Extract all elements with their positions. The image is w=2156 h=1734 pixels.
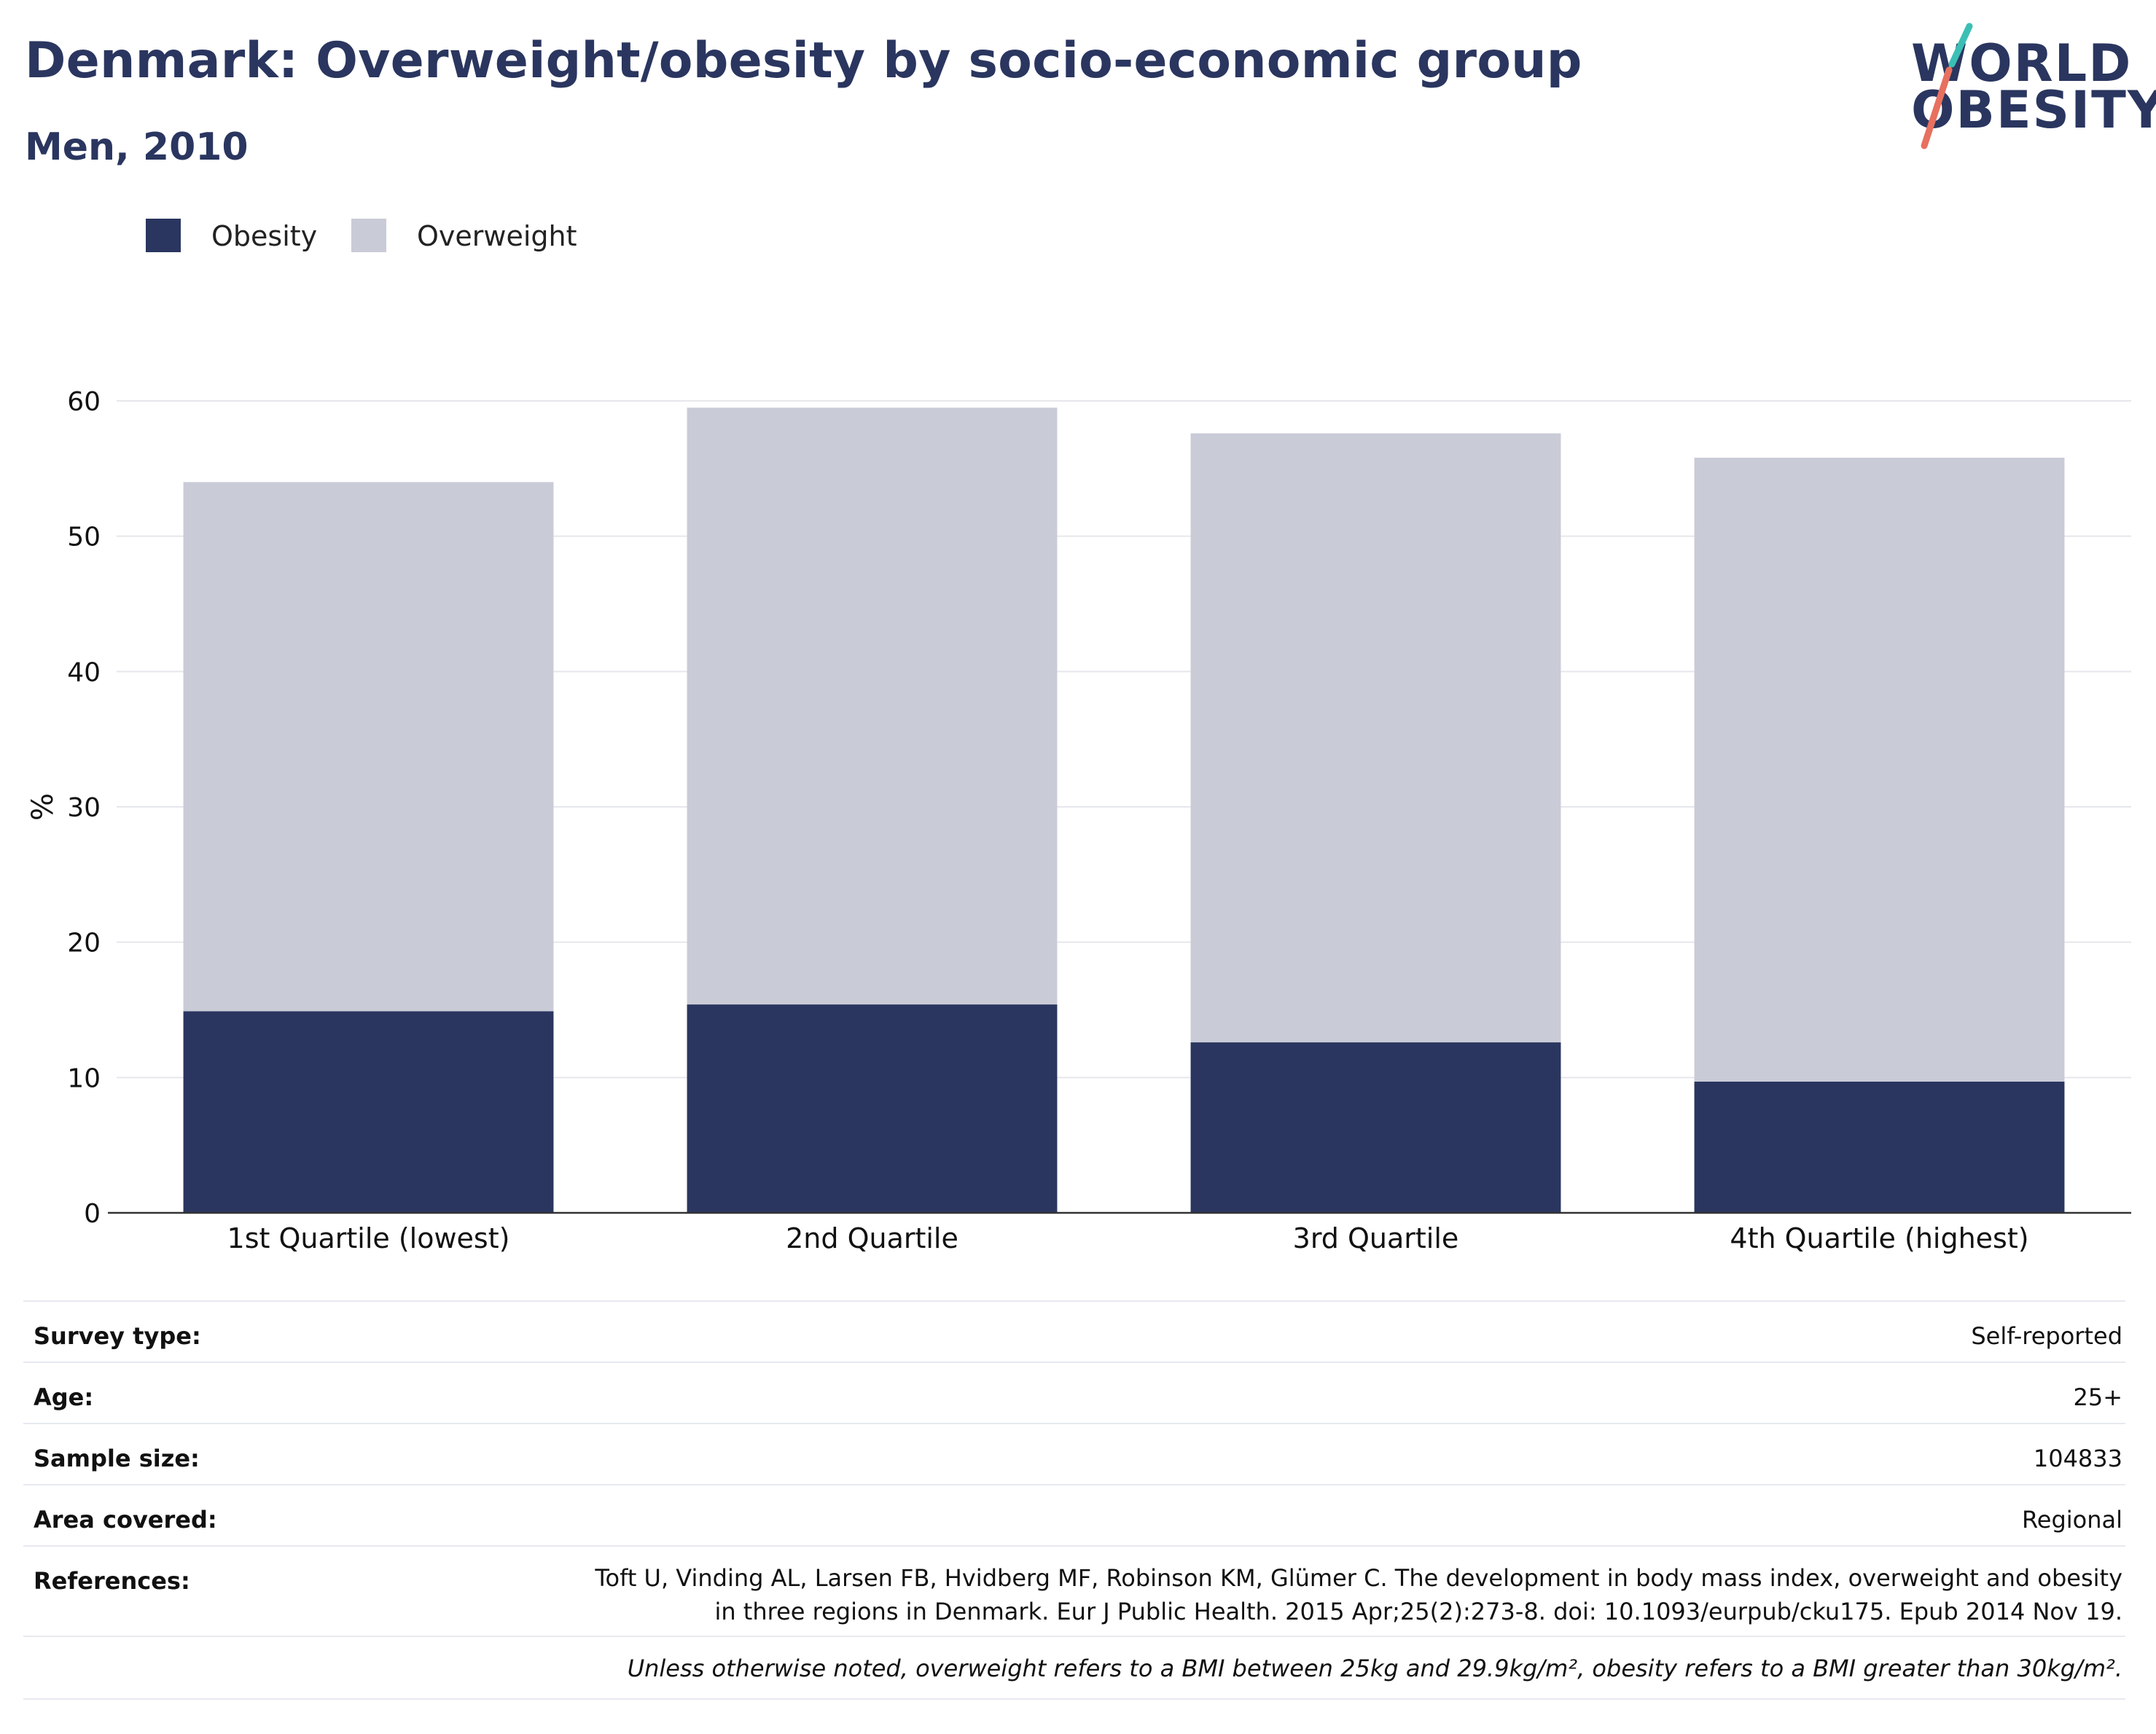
info-row-age: Age: 25+: [23, 1362, 2125, 1423]
info-value: 104833: [2033, 1445, 2122, 1472]
info-value: Self-reported: [1971, 1322, 2122, 1350]
info-label: Age:: [34, 1383, 94, 1411]
survey-info-table: Survey type: Self-reported Age: 25+ Samp…: [23, 1300, 2125, 1700]
info-row-survey-type: Survey type: Self-reported: [23, 1300, 2125, 1362]
logo-slash-icon: [1921, 23, 1973, 149]
y-tick-label: 0: [84, 1199, 101, 1229]
y-tick-label: 60: [67, 387, 101, 417]
logo-line2: OBESITY: [1911, 80, 2156, 140]
bmi-definition-note: Unless otherwise noted, overweight refer…: [627, 1655, 2122, 1682]
info-value: Regional: [2021, 1506, 2122, 1534]
bar-obesity-3: [1190, 1042, 1561, 1213]
reference-citation: Toft U, Vinding AL, Larsen FB, Hvidberg …: [595, 1564, 2122, 1625]
bar-overweight-3: [1190, 433, 1561, 1043]
info-row-references: References: Toft U, Vinding AL, Larsen F…: [23, 1545, 2125, 1636]
info-row-sample-size: Sample size: 104833: [23, 1423, 2125, 1484]
y-tick-label: 50: [67, 523, 101, 552]
page-subtitle: Men, 2010: [25, 125, 249, 169]
page-title: Denmark: Overweight/obesity by socio-eco…: [25, 32, 1582, 90]
legend-label-obesity: Obesity: [211, 220, 318, 252]
y-tick-label: 20: [67, 929, 101, 958]
info-label: Survey type:: [34, 1322, 201, 1350]
info-label: References:: [34, 1567, 190, 1595]
bar-obesity-1: [183, 1011, 554, 1213]
bar-overweight-4: [1694, 457, 2065, 1082]
y-axis-label: %: [26, 793, 60, 821]
legend-swatch-overweight: [351, 219, 386, 252]
legend-label-overweight: Overweight: [417, 220, 577, 252]
legend-swatch-obesity: [146, 219, 181, 252]
stacked-bar-chart: 0 10 20 30 40 50 60% 1st Quartile (lowest) 2nd Q…: [26, 387, 2131, 1254]
y-tick-label: 30: [67, 793, 101, 823]
info-row-area-covered: Area covered: Regional: [23, 1484, 2125, 1545]
x-tick-label: 1st Quartile (lowest): [227, 1222, 510, 1254]
x-tick-label: 3rd Quartile: [1293, 1222, 1459, 1254]
bar-obesity-4: [1694, 1081, 2065, 1213]
info-label: Sample size:: [34, 1445, 200, 1472]
world-obesity-logo: WORLD OBESITY: [1902, 22, 2156, 153]
y-tick-label: 10: [67, 1063, 101, 1093]
info-value: 25+: [2073, 1383, 2122, 1411]
info-label: Area covered:: [34, 1506, 217, 1534]
bar-overweight-2: [687, 407, 1058, 1005]
y-tick-label: 40: [67, 657, 101, 687]
x-tick-label: 4th Quartile (highest): [1730, 1222, 2028, 1254]
bar-overweight-1: [183, 482, 554, 1012]
bar-obesity-2: [687, 1004, 1058, 1213]
info-row-note: Unless otherwise noted, overweight refer…: [23, 1636, 2125, 1700]
x-tick-label: 2nd Quartile: [786, 1222, 958, 1254]
